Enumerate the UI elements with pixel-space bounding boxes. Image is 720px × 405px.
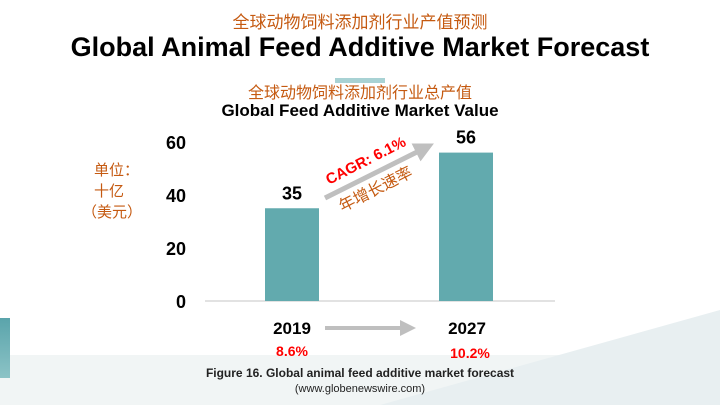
y-tick-label: 0 [176,292,186,312]
cagr-arrow [323,143,434,201]
growth-rate: 10.2% [450,345,490,361]
chart-title-cn: 全球动物饲料添加剂行业总产值 [247,83,472,102]
data-label: 56 [456,128,476,148]
growth-rate: 8.6% [276,343,308,359]
y-tick-label: 40 [166,186,186,206]
chart-title: Global Feed Additive Market Value [221,101,499,120]
year-label: 2019 [273,319,311,338]
bar-2027 [439,152,493,301]
unit-label: 单位： 十亿 （美元） [82,160,142,223]
unit-label-line2: 十亿 [94,182,125,200]
left-decoration [0,318,10,378]
title-cn: 全球动物饲料添加剂行业产值预测 [232,13,488,33]
background-decoration [380,310,720,405]
unit-label-line3: （美元） [82,203,143,221]
page-title: Global Animal Feed Additive Market Forec… [70,32,650,62]
y-tick-label: 20 [166,239,186,259]
figure-caption: Figure 16. Global animal feed additive m… [205,366,515,380]
y-tick-label: 60 [166,133,186,153]
bar-2019 [265,208,319,301]
data-label: 35 [282,183,302,203]
year-label: 2027 [448,319,486,338]
unit-label-line1: 单位： [94,161,140,179]
top-decoration [335,78,385,83]
figure-source: (www.globenewswire.com) [294,383,426,395]
